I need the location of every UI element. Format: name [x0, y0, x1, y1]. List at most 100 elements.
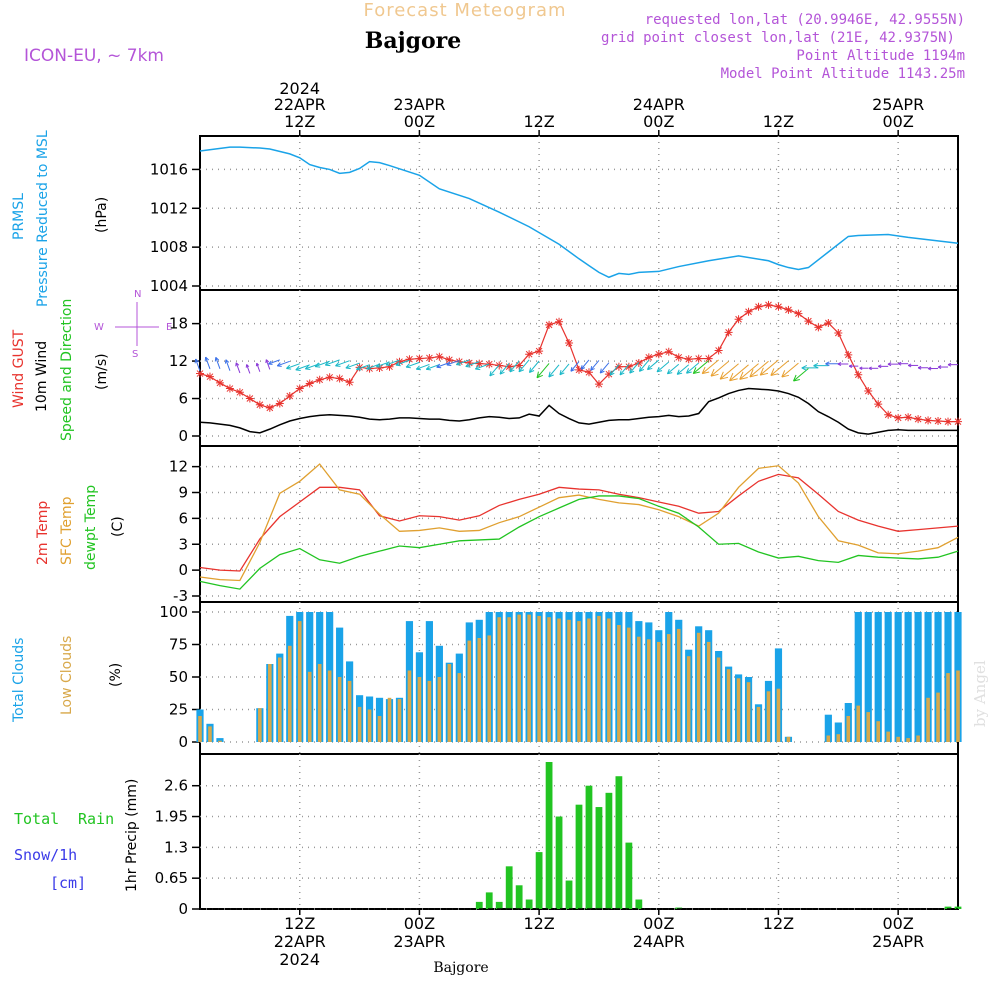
- wind-arrow-head: [548, 371, 554, 378]
- rain-bar: [615, 776, 623, 909]
- ytick-label: 0: [178, 427, 188, 445]
- low-cloud-bar: [407, 670, 412, 742]
- wind-arrow: [246, 364, 251, 374]
- gust-marker: [724, 328, 733, 337]
- wind-arrow: [215, 357, 221, 369]
- gust-marker: [664, 347, 673, 356]
- gust-marker: [784, 305, 793, 314]
- gust-marker: [575, 365, 583, 374]
- gust-marker: [674, 353, 683, 362]
- wind-arrow: [570, 361, 580, 372]
- location-title: Bajgore: [365, 28, 461, 54]
- total-cloud-bar: [924, 612, 932, 742]
- rain-bar: [595, 807, 603, 909]
- rain-bar: [944, 906, 952, 909]
- wind-arrow-head: [877, 364, 882, 369]
- bottom-hour-label: 12Z: [523, 914, 554, 933]
- low-cloud-bar: [517, 614, 521, 742]
- wind-arrow-head: [837, 361, 842, 367]
- point-altitude: Point Altitude 1194m: [796, 48, 965, 64]
- low-cloud-bar: [297, 621, 302, 742]
- wind-arrow-head: [729, 372, 738, 382]
- gust-marker: [864, 387, 873, 396]
- gust-marker: [545, 320, 554, 329]
- wind-arrow: [619, 364, 630, 376]
- low-cloud-bar: [557, 618, 561, 742]
- wind-arrow: [647, 359, 660, 370]
- low-cloud-bar: [607, 618, 611, 742]
- gust-marker: [884, 410, 893, 419]
- top-date-label: 22APR: [274, 95, 326, 114]
- top-hour-label: 12Z: [284, 112, 315, 131]
- wind-arrow: [295, 364, 310, 371]
- gust-marker: [445, 355, 454, 364]
- wind-arrow: [656, 361, 670, 373]
- wind-arrow-head: [801, 364, 807, 371]
- wind-arrow-head: [646, 364, 653, 371]
- wind-arrow-head: [528, 367, 535, 373]
- rain-bar: [954, 906, 962, 909]
- gust-marker: [764, 300, 773, 309]
- low-cloud-bar: [647, 639, 651, 742]
- low-cloud-bar: [846, 716, 851, 742]
- low-cloud-bar: [696, 632, 701, 742]
- low-cloud-bar: [736, 678, 741, 742]
- total-cloud-bar: [824, 714, 832, 742]
- low-cloud-bar: [786, 736, 791, 742]
- low-cloud-bar: [208, 726, 212, 742]
- gust-marker: [505, 362, 514, 371]
- wind-arrow-head: [474, 365, 481, 371]
- gust-marker: [684, 355, 693, 364]
- wind-arrow: [225, 359, 231, 371]
- gust-marker: [355, 363, 364, 372]
- wind-labels: Wind GUST 10m Wind Speed and Direction (…: [11, 289, 172, 441]
- gust-marker: [604, 370, 613, 379]
- wind-label: 10m Wind: [34, 341, 50, 412]
- rain-bar: [565, 880, 573, 909]
- wind-arrow: [793, 368, 809, 382]
- rain-bar: [475, 901, 483, 909]
- gust-marker: [475, 359, 484, 368]
- wind-arrow-head: [701, 366, 710, 375]
- wind-arrow-head: [859, 366, 863, 370]
- sfc-temp-line: [199, 463, 959, 582]
- ytick-label: 0.65: [155, 869, 188, 887]
- ytick-label: 0: [178, 733, 188, 751]
- pressure-labels: PRMSL Pressure Reduced to MSL (hPa): [11, 130, 110, 307]
- low-cloud-bar: [716, 657, 721, 742]
- gust-marker: [375, 363, 384, 372]
- low-cloud-bar: [487, 635, 492, 742]
- wind-arrow: [345, 362, 360, 369]
- wind-arrow-head: [224, 359, 230, 364]
- low-cloud-bar: [198, 716, 202, 742]
- gust-marker: [704, 354, 713, 363]
- wind-arrow: [256, 363, 261, 372]
- wind-arrow-head: [509, 367, 515, 373]
- bottom-date-label: 25APR: [872, 932, 924, 951]
- wind-arrow-head: [489, 371, 495, 377]
- low-cloud-bar: [268, 664, 272, 742]
- gust-marker: [555, 317, 564, 326]
- precip-axis-label: 1hr Precip (mm): [124, 779, 140, 892]
- total-cloud-bar: [216, 738, 224, 742]
- rain-bar: [635, 899, 643, 909]
- bottom-hour-label: 00Z: [404, 914, 435, 933]
- wind-arrow-head: [676, 369, 683, 375]
- low-cloud-bar: [218, 740, 222, 742]
- rain-bar: [535, 852, 543, 909]
- low-cloud-bar: [577, 621, 581, 742]
- wind-arrow: [590, 360, 600, 371]
- requested-coords: requested lon,lat (20.9946E, 42.9555N): [645, 12, 965, 28]
- low-cloud-bar: [497, 617, 502, 742]
- wind-arrow: [195, 358, 201, 372]
- gust-marker: [315, 375, 324, 384]
- top-hour-label: 00Z: [882, 112, 913, 131]
- wind-arrow-head: [781, 370, 790, 378]
- wind-arrow-head: [385, 361, 391, 367]
- temp-labels: 2m Temp SFC Temp dewpt Temp (C): [35, 485, 126, 570]
- wind-arrow-head: [927, 366, 932, 371]
- gust-marker: [465, 358, 474, 367]
- ytick-label: 1.3: [164, 838, 188, 856]
- wind-arrow-head: [245, 364, 250, 368]
- gust-marker: [335, 374, 344, 383]
